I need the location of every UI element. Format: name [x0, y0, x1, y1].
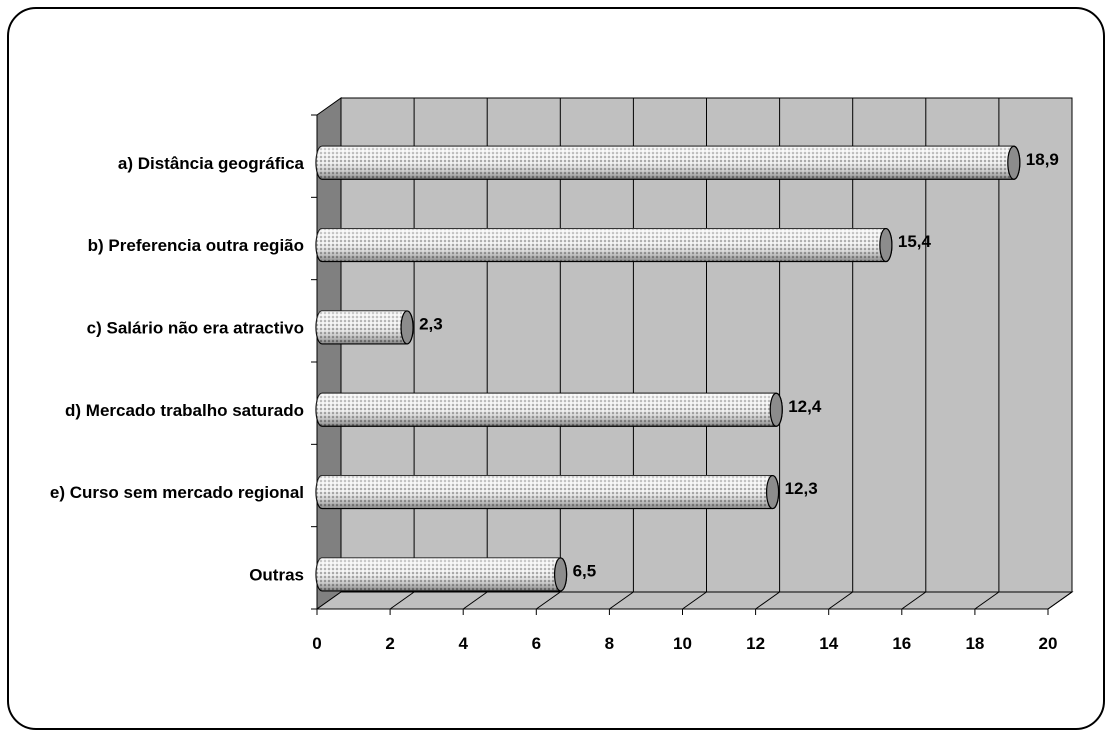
labels: 18,9 a) Distância geográfica 15,4 b) Prefer… [50, 150, 1059, 585]
x-tick-label: 2 [385, 634, 394, 653]
floor-gridline [389, 591, 415, 610]
x-tick-label: 16 [892, 634, 911, 653]
axes: 0 2 4 6 8 10 12 14 16 18 20 [311, 114, 1058, 653]
bar [315, 474, 780, 510]
category-label: c) Salário não era atractivo [87, 318, 304, 337]
bar-shading [316, 146, 1020, 180]
x-tick-label: 18 [965, 634, 984, 653]
bar [315, 145, 1021, 180]
floor-gridline [462, 591, 488, 610]
x-tick-label: 8 [605, 634, 614, 653]
bar-end-cap [553, 557, 568, 592]
data-label: 18,9 [1026, 150, 1059, 169]
bar [315, 557, 568, 592]
bars [315, 145, 1021, 592]
bar-shading [316, 393, 783, 427]
x-tick-label: 14 [819, 634, 838, 653]
category-label: e) Curso sem mercado regional [50, 483, 304, 502]
bar-shading [316, 228, 892, 262]
bar-shading [316, 557, 567, 591]
category-label: d) Mercado trabalho saturado [65, 401, 304, 420]
floor-gridline [755, 591, 780, 610]
floor-gridline [682, 591, 707, 610]
data-label: 15,4 [898, 232, 932, 251]
x-tick-label: 20 [1039, 634, 1058, 653]
floor-gridline [1047, 591, 1073, 610]
category-label: b) Preferencia outra região [88, 236, 304, 255]
data-label: 12,4 [788, 397, 822, 416]
data-label: 12,3 [785, 479, 818, 498]
bar-end-cap [769, 392, 783, 427]
floor-gridline [828, 591, 853, 610]
data-label: 2,3 [419, 314, 443, 333]
floor-gridline [974, 591, 1000, 610]
x-tick-label: 10 [673, 634, 692, 653]
x-tick-label: 0 [312, 634, 321, 653]
category-label: Outras [249, 565, 304, 584]
bar [315, 310, 414, 345]
x-tick-label: 4 [458, 634, 468, 653]
bar-shading [316, 310, 414, 344]
floor-gridline [536, 591, 561, 610]
bar [315, 227, 893, 263]
x-tick-label: 6 [532, 634, 541, 653]
category-label: a) Distância geográfica [118, 154, 305, 173]
floor-gridline [609, 591, 634, 610]
bar-end-cap [765, 474, 780, 510]
plot-area [315, 97, 1074, 610]
bar-end-cap [879, 227, 893, 263]
floor-gridline [901, 591, 927, 610]
bar-end-cap [400, 310, 414, 345]
x-tick-label: 12 [746, 634, 765, 653]
bar-shading [316, 475, 779, 509]
bar-end-cap [1007, 145, 1021, 180]
data-label: 6,5 [573, 561, 597, 580]
bar [315, 392, 783, 427]
